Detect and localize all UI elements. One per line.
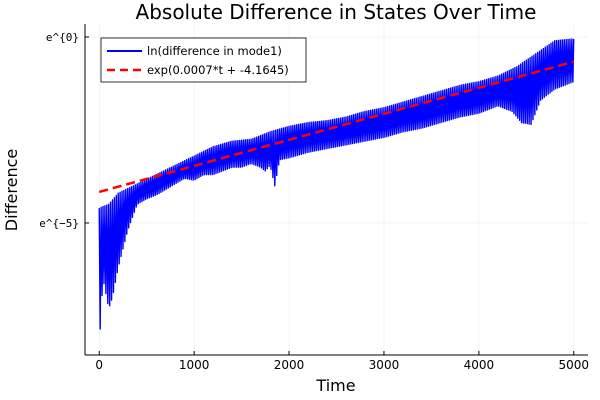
y-tick-label: e^{0} bbox=[46, 31, 79, 44]
x-tick-label: 4000 bbox=[464, 358, 495, 372]
y-tick-label: e^{−5} bbox=[39, 217, 79, 230]
chart-title: Absolute Difference in States Over Time bbox=[136, 0, 537, 24]
x-tick-label: 3000 bbox=[369, 358, 400, 372]
series-line-mode1 bbox=[98, 38, 575, 330]
legend-label-series-1: ln(difference in mode1) bbox=[147, 44, 282, 58]
x-tick-label: 2000 bbox=[274, 358, 305, 372]
x-tick-label: 5000 bbox=[558, 358, 589, 372]
legend: ln(difference in mode1) exp(0.0007*t + -… bbox=[100, 37, 307, 83]
series-layer bbox=[98, 38, 575, 330]
x-axis-label: Time bbox=[315, 376, 355, 395]
legend-label-series-2: exp(0.0007*t + -4.1645) bbox=[147, 63, 289, 77]
x-tick-label: 1000 bbox=[179, 358, 210, 372]
x-tick-label: 0 bbox=[95, 358, 103, 372]
series-line-fit bbox=[98, 60, 575, 194]
ticks: 0 1000 2000 3000 4000 5000 e^{0} e^{−5} bbox=[39, 31, 589, 372]
legend-box bbox=[100, 37, 307, 83]
y-axis-label: Difference bbox=[2, 149, 21, 231]
